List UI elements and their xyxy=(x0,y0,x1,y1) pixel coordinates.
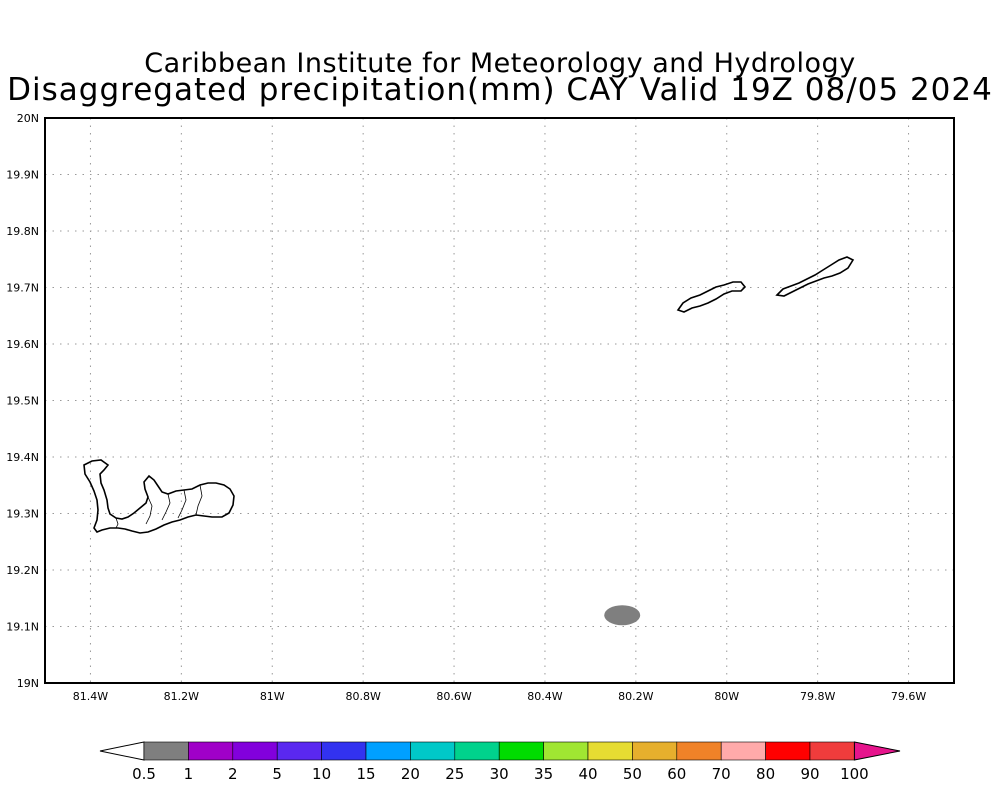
colorbar-segment xyxy=(765,741,811,761)
colorbar-segment xyxy=(321,741,367,761)
colorbar-label: 25 xyxy=(445,765,464,783)
colorbar-label: 2 xyxy=(228,765,238,783)
colorbar-max-triangle xyxy=(853,741,901,761)
grand-cayman-district-lines xyxy=(115,484,203,529)
colorbar-label: 40 xyxy=(578,765,597,783)
lon-tick-label: 81.4W xyxy=(73,690,108,703)
colorbar-min-triangle xyxy=(99,741,145,761)
colorbar-label: 1 xyxy=(184,765,194,783)
lat-tick-label: 19.6N xyxy=(6,338,39,351)
lat-tick-label: 20N xyxy=(17,112,39,125)
lat-tick-label: 19.9N xyxy=(6,169,39,182)
colorbar-label: 5 xyxy=(272,765,282,783)
lat-tick-label: 19.2N xyxy=(6,564,39,577)
lon-tick-label: 80.4W xyxy=(527,690,562,703)
precip-cell xyxy=(604,605,641,626)
colorbar-label: 10 xyxy=(312,765,331,783)
lon-tick-label: 80.8W xyxy=(345,690,380,703)
grid-lines xyxy=(45,118,954,683)
chart-title-line1: Caribbean Institute for Meteorology and … xyxy=(144,48,856,79)
lon-tick-label: 81W xyxy=(260,690,285,703)
islands-layer xyxy=(83,256,855,534)
cayman-brac-island xyxy=(775,256,855,297)
lon-tick-label: 79.6W xyxy=(891,690,926,703)
colorbar-segment xyxy=(720,741,766,761)
lat-tick-label: 19.4N xyxy=(6,451,39,464)
colorbar-segment xyxy=(543,741,589,761)
colorbar-label: 20 xyxy=(401,765,420,783)
lat-tick-label: 19.5N xyxy=(6,395,39,408)
precipitation-layer xyxy=(604,605,641,626)
colorbar-label: 70 xyxy=(712,765,731,783)
colorbar-segment xyxy=(365,741,411,761)
little-cayman-island xyxy=(676,281,747,313)
colorbar-label: 35 xyxy=(534,765,553,783)
colorbar-label: 0.5 xyxy=(132,765,156,783)
colorbar: 0.5 1 2 5 10 15 20 25 30 35 40 50 60 70 80 90 100 xyxy=(99,741,901,783)
lat-tick-label: 19.1N xyxy=(6,621,39,634)
colorbar-label: 90 xyxy=(800,765,819,783)
colorbar-label: 80 xyxy=(756,765,775,783)
colorbar-label: 100 xyxy=(840,765,869,783)
colorbar-segment xyxy=(232,741,278,761)
colorbar-segment xyxy=(676,741,722,761)
colorbar-segment xyxy=(276,741,322,761)
colorbar-segment xyxy=(188,741,234,761)
lat-tick-label: 19.8N xyxy=(6,225,39,238)
colorbar-label: 60 xyxy=(667,765,686,783)
colorbar-segment xyxy=(498,741,544,761)
lat-tick-label: 19N xyxy=(17,677,39,690)
colorbar-label: 30 xyxy=(490,765,509,783)
lon-tick-label: 81.2W xyxy=(164,690,199,703)
lat-tick-label: 19.3N xyxy=(6,508,39,521)
longitude-labels: 81.4W 81.2W 81W 80.8W 80.6W 80.4W 80.2W 80W 79.8… xyxy=(73,690,927,703)
colorbar-segment xyxy=(632,741,678,761)
colorbar-segment xyxy=(454,741,500,761)
lat-tick-label: 19.7N xyxy=(6,282,39,295)
colorbar-segment xyxy=(410,741,456,761)
chart-title-line2: Disaggregated precipitation(mm) CAY Vali… xyxy=(7,72,993,108)
grand-cayman-island xyxy=(83,459,235,534)
lon-tick-label: 79.8W xyxy=(800,690,835,703)
map-frame xyxy=(44,117,955,684)
colorbar-segment xyxy=(143,741,189,761)
colorbar-segment xyxy=(809,741,855,761)
lon-tick-label: 80.2W xyxy=(618,690,653,703)
colorbar-label: 50 xyxy=(623,765,642,783)
lon-tick-label: 80W xyxy=(714,690,739,703)
colorbar-segment xyxy=(587,741,633,761)
lon-tick-label: 80.6W xyxy=(436,690,471,703)
latitude-labels: 19N 19.1N 19.2N 19.3N 19.4N 19.5N 19.6N 19.7N 19… xyxy=(6,112,39,690)
colorbar-label: 15 xyxy=(356,765,375,783)
